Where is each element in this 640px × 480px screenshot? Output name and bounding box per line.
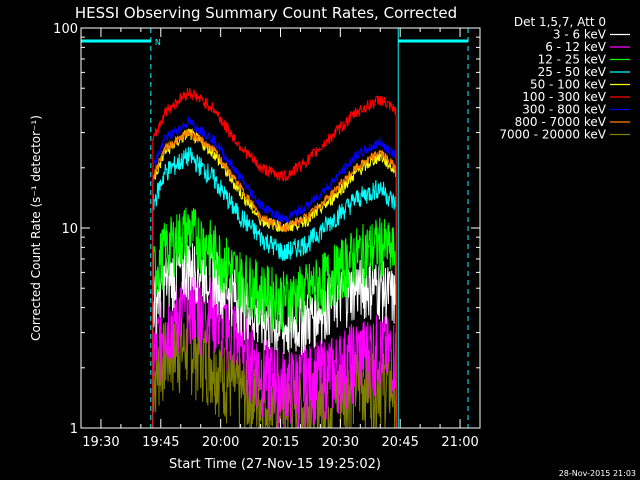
x-tick-label: 21:00 bbox=[441, 435, 478, 450]
legend-entry-label: 25 - 50 keV bbox=[538, 65, 607, 79]
chart-title: HESSI Observing Summary Count Rates, Cor… bbox=[75, 4, 457, 22]
flag-label: N bbox=[155, 38, 161, 47]
legend-entry-label: 300 - 800 keV bbox=[522, 103, 606, 117]
legend-entry-label: 7000 - 20000 keV bbox=[499, 128, 606, 142]
x-tick-label: 19:45 bbox=[142, 435, 179, 450]
legend-title: Det 1,5,7, Att 0 bbox=[514, 15, 606, 29]
series-line bbox=[152, 129, 397, 429]
series-line bbox=[152, 146, 397, 429]
legend-entry-label: 800 - 7000 keV bbox=[515, 115, 607, 129]
legend-entry-label: 3 - 6 keV bbox=[553, 28, 607, 42]
series-line bbox=[152, 267, 397, 429]
y-tick-label: 1 bbox=[70, 422, 78, 437]
legend-entry-label: 100 - 300 keV bbox=[522, 90, 606, 104]
x-axis-label: Start Time (27-Nov-15 19:25:02) bbox=[169, 457, 381, 472]
legend-entry-label: 50 - 100 keV bbox=[530, 78, 607, 92]
y-tick-label: 100 bbox=[53, 22, 78, 37]
footer-timestamp: 28-Nov-2015 21:03 bbox=[559, 469, 636, 478]
y-axis-label: Corrected Count Rate (s⁻¹ detector⁻¹) bbox=[29, 115, 43, 341]
x-tick-label: 19:30 bbox=[82, 435, 119, 450]
series-line bbox=[152, 87, 397, 429]
x-tick-label: 20:45 bbox=[381, 435, 418, 450]
series-line bbox=[152, 115, 397, 429]
series-line bbox=[152, 207, 397, 429]
plot-layer: N bbox=[81, 28, 469, 430]
legend-entry-label: 6 - 12 keV bbox=[545, 40, 607, 54]
x-tick-label: 20:30 bbox=[322, 435, 359, 450]
y-tick-label: 10 bbox=[61, 222, 78, 237]
axes-layer: HESSI Observing Summary Count Rates, Cor… bbox=[29, 4, 636, 478]
x-tick-label: 20:15 bbox=[262, 435, 299, 450]
legend-entry-label: 12 - 25 keV bbox=[538, 53, 607, 67]
x-tick-label: 20:00 bbox=[202, 435, 239, 450]
